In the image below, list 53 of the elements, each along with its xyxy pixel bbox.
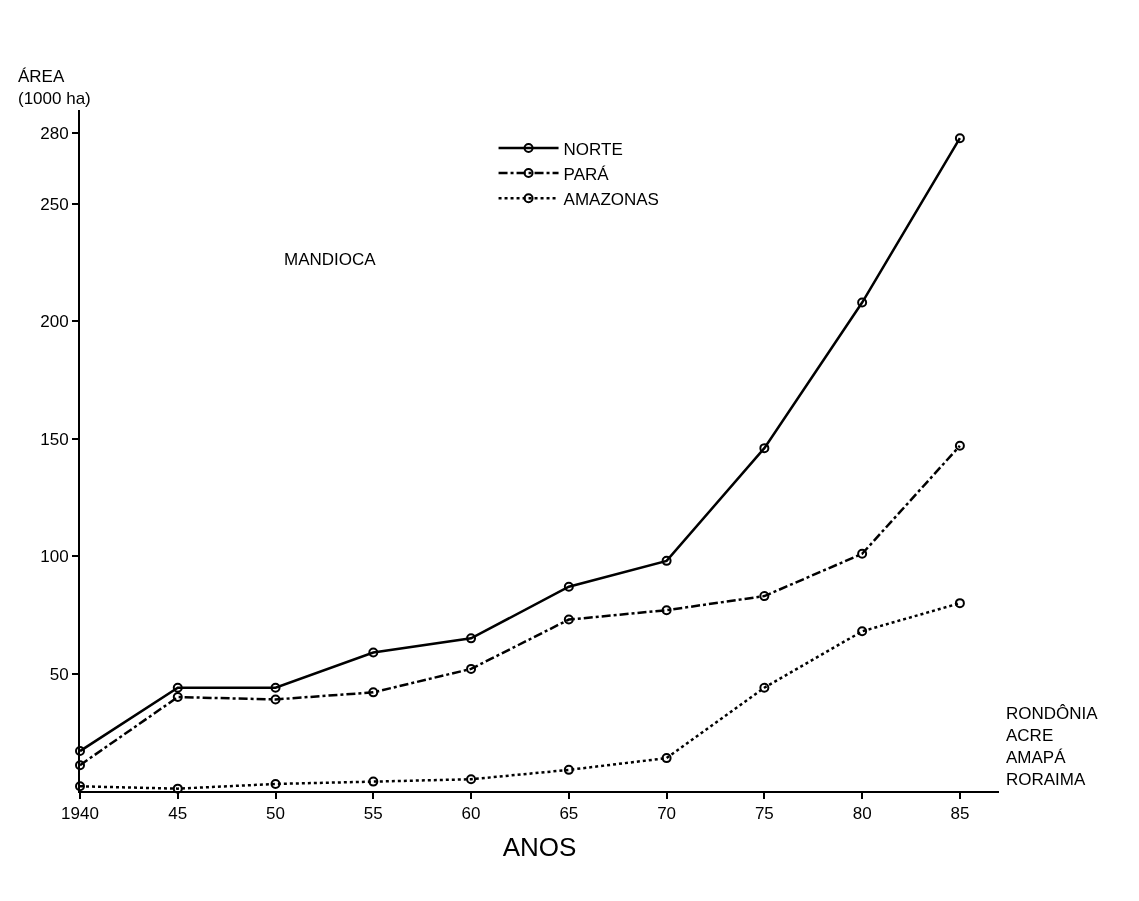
point bbox=[954, 440, 965, 451]
point bbox=[857, 297, 868, 308]
y-tick-label: 280 bbox=[40, 124, 69, 144]
point bbox=[466, 633, 477, 644]
x-tick-label: 85 bbox=[950, 804, 970, 824]
point bbox=[759, 682, 770, 693]
point bbox=[75, 746, 85, 757]
point bbox=[466, 663, 477, 674]
point bbox=[857, 626, 868, 637]
y-axis-title: ÁREA (1000 ha) bbox=[18, 67, 91, 109]
point bbox=[563, 614, 574, 625]
point bbox=[270, 694, 281, 705]
y-tick-label: 200 bbox=[40, 312, 69, 332]
x-axis-title: ANOS bbox=[502, 831, 577, 862]
point bbox=[759, 443, 770, 454]
legend-label: NORTE bbox=[563, 139, 623, 159]
point bbox=[368, 647, 379, 658]
x-tick-label: 1940 bbox=[61, 804, 99, 824]
point bbox=[466, 774, 477, 785]
point bbox=[563, 581, 574, 592]
point bbox=[270, 778, 281, 789]
point bbox=[75, 760, 85, 771]
x-tick-label: 80 bbox=[852, 804, 872, 824]
x-tick-label: 60 bbox=[461, 804, 481, 824]
point bbox=[954, 133, 965, 144]
point bbox=[368, 776, 379, 787]
point bbox=[563, 764, 574, 775]
y-tick-label: 100 bbox=[40, 547, 69, 567]
y-tick-label: 250 bbox=[40, 194, 69, 214]
point bbox=[759, 591, 770, 602]
point bbox=[368, 687, 379, 698]
point bbox=[857, 548, 868, 559]
x-tick-label: 45 bbox=[168, 804, 188, 824]
legend-label: AMAZONAS bbox=[563, 189, 659, 209]
x-tick-label: 50 bbox=[266, 804, 285, 824]
point bbox=[172, 692, 183, 703]
x-tick-label: 75 bbox=[754, 804, 774, 824]
y-tick-label: 150 bbox=[40, 429, 69, 449]
x-tick-label: 65 bbox=[559, 804, 579, 824]
point bbox=[661, 605, 672, 616]
point bbox=[954, 598, 965, 609]
point bbox=[661, 753, 672, 764]
point bbox=[661, 555, 672, 566]
point bbox=[75, 781, 85, 792]
annotation: MANDIOCA bbox=[284, 250, 377, 269]
legend-label: PARÁ bbox=[563, 164, 610, 184]
y-tick-label: 50 bbox=[49, 664, 69, 684]
x-tick-label: 55 bbox=[363, 804, 383, 824]
point bbox=[270, 682, 281, 693]
text: RONDÔNIA ACRE AMAPÁ RORAIMA bbox=[1006, 704, 1099, 790]
point bbox=[172, 783, 183, 794]
x-tick-label: 70 bbox=[657, 804, 677, 824]
point bbox=[172, 682, 183, 693]
